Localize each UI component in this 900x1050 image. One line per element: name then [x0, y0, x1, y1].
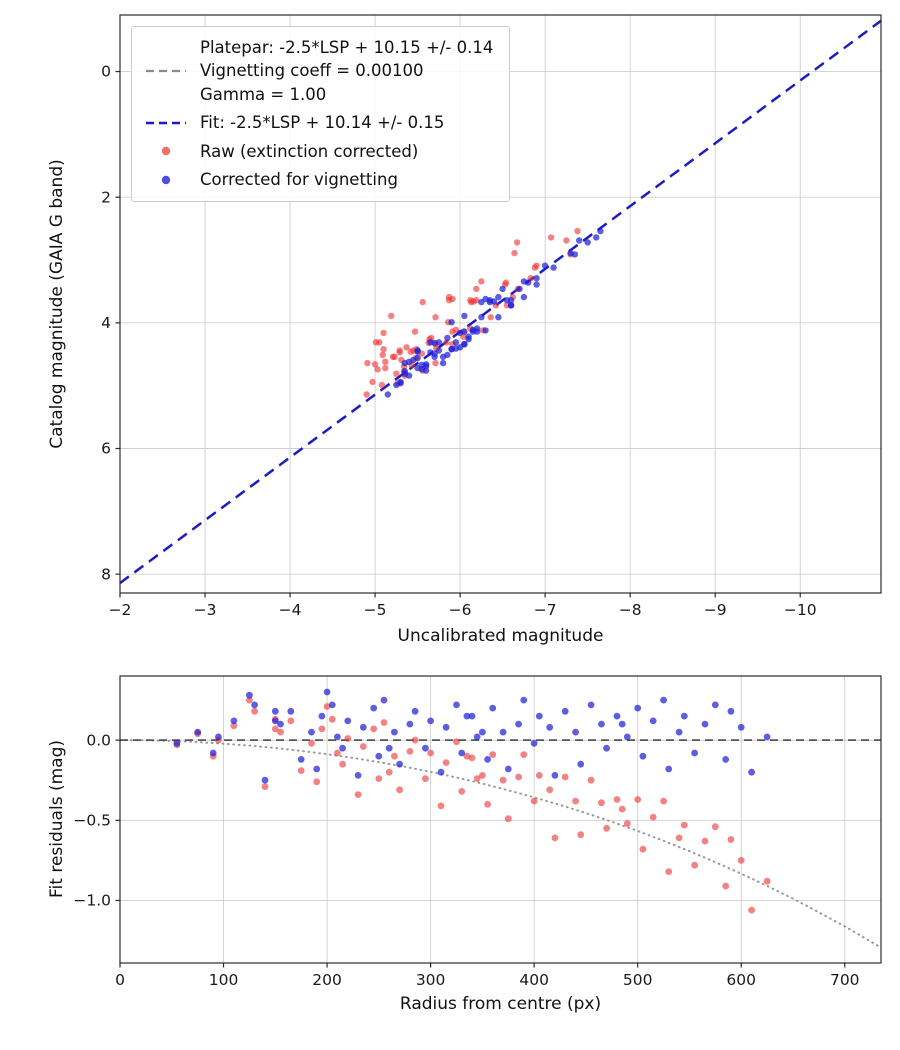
- x-tick-label: 600: [726, 971, 756, 989]
- y-tick-label: 0.0: [86, 731, 111, 749]
- axes-border: [119, 675, 882, 964]
- corrected-marker-sample: [161, 175, 171, 185]
- subplot-1: 0 100 200 300 400 500 600 700 0.0 −0.5 −1.0: [73, 675, 882, 989]
- legend-label-corrected: Corrected for vignetting: [200, 170, 398, 190]
- platepar-dashed-line-sample: [146, 70, 186, 73]
- legend-item-fit: Fit: -2.5*LSP + 10.14 +/- 0.15: [144, 111, 493, 134]
- x-tick-label: 0: [115, 971, 125, 989]
- legend-item-platepar: Platepar: -2.5*LSP + 10.15 +/- 0.14 Vign…: [144, 36, 493, 106]
- x-tick-label: 300: [416, 971, 446, 989]
- plot-area: [120, 19, 881, 585]
- legend-item-raw: Raw (extinction corrected): [144, 140, 493, 163]
- y-tick-label: 4: [101, 314, 111, 332]
- x-tick-label: −8: [619, 601, 642, 619]
- legend-item-corrected: Corrected for vignetting: [144, 168, 493, 191]
- legend-box: Platepar: -2.5*LSP + 10.15 +/- 0.14 Vign…: [131, 26, 511, 202]
- tick-labels: −2 −3 −4 −5 −6 −7 −8 −9 −10 0 2 4 6 8: [101, 63, 816, 619]
- x-tick-label: −4: [279, 601, 302, 619]
- fit-line: [120, 19, 881, 584]
- vignetting-model-curve: [120, 739, 881, 949]
- subplot-0: −2 −3 −4 −5 −6 −7 −8 −9 −10 0 2 4 6 8: [101, 14, 882, 619]
- x-tick-label: 700: [830, 971, 860, 989]
- y-tick-label: 2: [101, 188, 111, 206]
- tick-labels: 0 100 200 300 400 500 600 700 0.0 −0.5 −1.0: [73, 731, 859, 989]
- plot-area: [120, 688, 881, 949]
- raw-marker-sample: [161, 147, 171, 156]
- y-tick-label: −0.5: [73, 812, 111, 830]
- top-x-axis-label: Uncalibrated magnitude: [397, 626, 604, 646]
- tick-marks: [115, 70, 801, 598]
- legend-label-platepar: Platepar: -2.5*LSP + 10.15 +/- 0.14 Vign…: [200, 38, 494, 104]
- fit-dashed-line-sample: [146, 121, 186, 125]
- gridlines: [119, 676, 881, 963]
- legend-label-raw: Raw (extinction corrected): [200, 141, 419, 161]
- x-tick-label: 200: [312, 971, 342, 989]
- x-tick-label: −9: [704, 601, 727, 619]
- bottom-y-axis-label: Fit residuals (mag): [47, 740, 67, 898]
- axes-border: [119, 14, 882, 594]
- raw-points: [363, 227, 581, 398]
- x-tick-label: −7: [534, 601, 557, 619]
- x-tick-label: 500: [623, 971, 653, 989]
- y-tick-label: 6: [101, 440, 111, 458]
- x-tick-label: −10: [784, 601, 817, 619]
- x-tick-label: −3: [194, 601, 217, 619]
- x-tick-label: −5: [364, 601, 387, 619]
- x-tick-label: 100: [209, 971, 239, 989]
- x-tick-label: −6: [449, 601, 472, 619]
- corrected-residual-points: [173, 688, 771, 784]
- top-y-axis-label: Catalog magnitude (GAIA G band): [47, 159, 67, 449]
- y-tick-label: 0: [101, 63, 111, 81]
- x-tick-label: −2: [109, 601, 132, 619]
- y-tick-label: −1.0: [73, 892, 111, 910]
- raw-residual-points: [173, 696, 771, 914]
- legend-label-fit: Fit: -2.5*LSP + 10.14 +/- 0.15: [200, 113, 445, 133]
- tick-marks: [115, 739, 846, 968]
- x-tick-label: 400: [519, 971, 549, 989]
- y-tick-label: 8: [101, 565, 111, 583]
- corrected-points: [384, 227, 604, 398]
- bottom-x-axis-label: Radius from centre (px): [399, 994, 602, 1014]
